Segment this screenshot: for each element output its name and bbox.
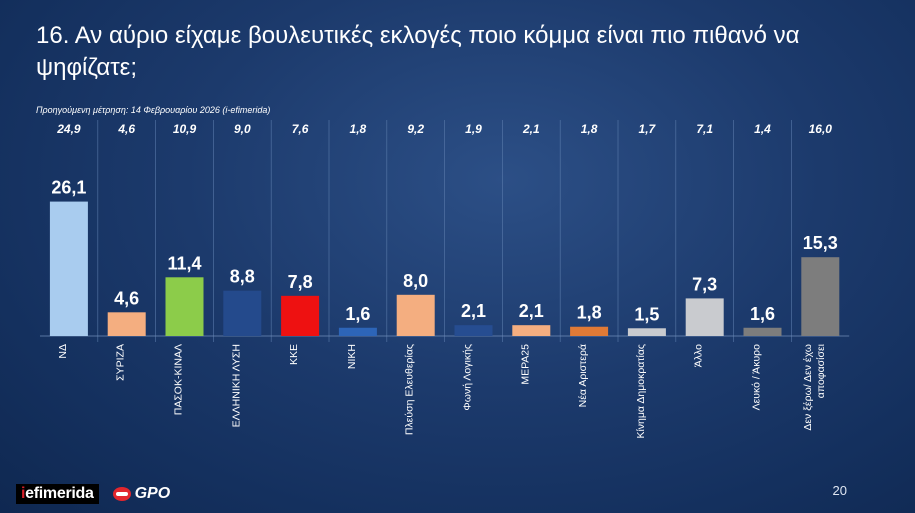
bar xyxy=(396,294,435,336)
previous-value-label: 2,1 xyxy=(522,122,540,136)
bar xyxy=(512,325,551,336)
previous-value-label: 10,9 xyxy=(173,122,197,136)
data-label: 2,1 xyxy=(519,301,544,321)
bar xyxy=(49,201,88,336)
category-label: Κίνημα Δημοκρατίας xyxy=(635,344,647,439)
data-label: 4,6 xyxy=(114,288,139,308)
bar xyxy=(627,328,666,336)
slide-title: 16. Αν αύριο είχαμε βουλευτικές εκλογές … xyxy=(36,22,800,81)
previous-value-label: 4,6 xyxy=(117,122,135,136)
bar xyxy=(570,326,609,336)
footer-logos: iefimerida GPO xyxy=(16,484,170,504)
bar xyxy=(685,298,724,336)
data-label: 7,8 xyxy=(288,272,313,292)
category-label: αποφασίσει xyxy=(815,343,827,398)
previous-value-label: 7,1 xyxy=(696,122,713,136)
category-label: ΠΑΣΟΚ-ΚΙΝΑΛ xyxy=(173,344,185,415)
previous-value-label: 16,0 xyxy=(809,122,833,136)
previous-value-label: 7,6 xyxy=(292,122,309,136)
category-label: Νέα Αριστερά xyxy=(577,344,589,407)
data-label: 1,8 xyxy=(577,303,602,323)
bar xyxy=(107,312,146,336)
bar xyxy=(338,327,377,336)
bar xyxy=(743,327,782,336)
category-label: Άλλο xyxy=(693,344,705,367)
previous-value-label: 1,9 xyxy=(465,122,482,136)
bar xyxy=(454,325,493,336)
previous-measurement-note: Προηγούμενη μέτρηση: 14 Φεβρουαρίου 2026… xyxy=(36,105,271,115)
data-label: 8,0 xyxy=(403,271,428,291)
category-label: ΝΙΚΗ xyxy=(346,344,358,369)
data-label: 1,5 xyxy=(634,304,659,324)
bar xyxy=(165,277,204,336)
iefimerida-logo: iefimerida xyxy=(16,484,99,504)
page-number: 20 xyxy=(832,483,847,498)
previous-value-label: 24,9 xyxy=(56,122,81,136)
category-label: ΜΕΡΑ25 xyxy=(519,344,531,385)
gpo-mark-icon xyxy=(112,487,131,501)
previous-value-label: 1,8 xyxy=(581,122,598,136)
bar xyxy=(281,295,320,336)
data-label: 1,6 xyxy=(345,304,370,324)
previous-value-label: 1,4 xyxy=(754,122,771,136)
bar xyxy=(801,257,840,336)
data-label: 7,3 xyxy=(692,274,717,294)
previous-value-label: 9,0 xyxy=(234,122,251,136)
previous-value-label: 1,7 xyxy=(639,122,657,136)
gpo-logo: GPO xyxy=(112,485,170,503)
data-label: 15,3 xyxy=(803,233,838,253)
previous-value-label: 1,8 xyxy=(350,122,367,136)
category-label: ΝΔ xyxy=(57,344,69,359)
data-label: 2,1 xyxy=(461,301,486,321)
category-label: ΕΛΛΗΝΙΚΗ ΛΥΣΗ xyxy=(230,344,242,427)
data-label: 1,6 xyxy=(750,304,775,324)
previous-value-label: 9,2 xyxy=(407,122,424,136)
category-label: Φωνή Λογικής xyxy=(462,344,474,411)
category-label: Πλεύση Ελευθερίας xyxy=(404,344,416,435)
category-label: ΚΚΕ xyxy=(288,344,300,365)
category-label: ΣΥΡΙΖΑ xyxy=(115,344,127,381)
data-label: 26,1 xyxy=(51,178,86,198)
category-label: Λευκό / Άκυρο xyxy=(751,344,763,411)
data-label: 8,8 xyxy=(230,267,255,287)
data-label: 11,4 xyxy=(167,253,201,273)
bar xyxy=(223,290,262,336)
category-label: Δεν ξέρω/ Δεν έχω xyxy=(802,344,814,431)
